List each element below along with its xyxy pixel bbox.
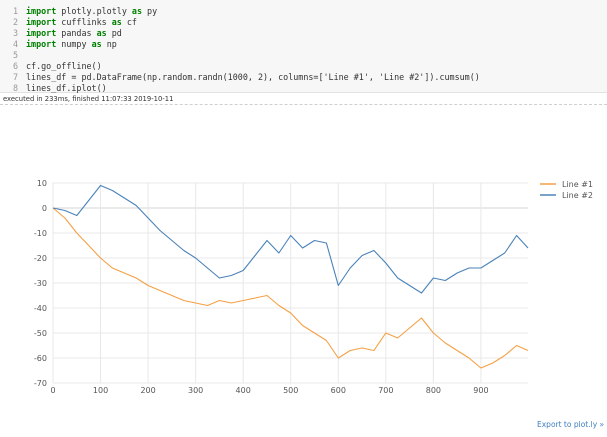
- y-tick-label: 10: [37, 179, 47, 188]
- line-number: 6: [12, 61, 18, 71]
- x-tick-label: 900: [473, 386, 488, 395]
- y-tick-label: -40: [34, 304, 47, 313]
- code-line: 7 lines_df = pd.DataFrame(np.random.rand…: [0, 72, 600, 83]
- y-tick-label: -70: [34, 379, 47, 388]
- legend-label: Line #1: [562, 180, 593, 189]
- x-tick-label: 400: [236, 386, 251, 395]
- line-chart[interactable]: 100-10-20-30-40-50-60-700 100 200 300 400 500…: [0, 170, 607, 415]
- code-line: 5: [0, 50, 600, 61]
- code-line: 2 import cufflinks as cf: [0, 17, 600, 28]
- code-line: 8 lines_df.iplot(): [0, 83, 600, 94]
- code-cell[interactable]: 1 import plotly.plotly as py 2 import cu…: [0, 0, 607, 93]
- x-tick-label: 200: [140, 386, 155, 395]
- execution-note: executed in 233ms, finished 11:07:33 201…: [3, 95, 174, 103]
- line-number: 8: [12, 83, 18, 93]
- code-text: lines_df = pd.DataFrame(np.random.randn(…: [26, 72, 480, 82]
- series-line-2: [52, 184, 529, 294]
- x-tick-label: 100: [93, 386, 108, 395]
- line-number: 5: [12, 50, 18, 60]
- x-tick-label: 500: [283, 386, 298, 395]
- y-tick-label: 0: [42, 204, 47, 213]
- x-tick-label: 600: [331, 386, 346, 395]
- code-text: lines_df.iplot(): [26, 83, 107, 93]
- line-number: 2: [12, 17, 18, 27]
- y-tick-label: -60: [34, 354, 47, 363]
- code-text: import pandas as pd: [26, 28, 122, 38]
- code-text: import cufflinks as cf: [26, 17, 137, 27]
- line-number: 3: [12, 28, 18, 38]
- legend-label: Line #2: [562, 191, 593, 200]
- code-line: 3 import pandas as pd: [0, 28, 600, 39]
- export-link[interactable]: Export to plot.ly »: [537, 420, 605, 429]
- y-tick-label: -20: [34, 254, 47, 263]
- line-number: 1: [12, 6, 18, 16]
- y-tick-label: -30: [34, 279, 47, 288]
- line-number: 4: [12, 39, 18, 49]
- code-line: 1 import plotly.plotly as py: [0, 6, 600, 17]
- code-text: cf.go_offline(): [26, 61, 102, 71]
- code-text: import numpy as np: [26, 39, 117, 49]
- x-tick-label: 800: [426, 386, 441, 395]
- x-tick-label: 0: [50, 386, 55, 395]
- cell-divider: [0, 104, 607, 105]
- code-line: 6 cf.go_offline(): [0, 61, 600, 72]
- x-tick-label: 300: [188, 386, 203, 395]
- line-number: 7: [12, 72, 18, 82]
- code-text: import plotly.plotly as py: [26, 6, 158, 16]
- y-tick-label: -10: [34, 229, 47, 238]
- x-tick-label: 700: [378, 386, 393, 395]
- series-line-1: [52, 207, 529, 369]
- y-tick-label: -50: [34, 329, 47, 338]
- code-line: 4 import numpy as np: [0, 39, 600, 50]
